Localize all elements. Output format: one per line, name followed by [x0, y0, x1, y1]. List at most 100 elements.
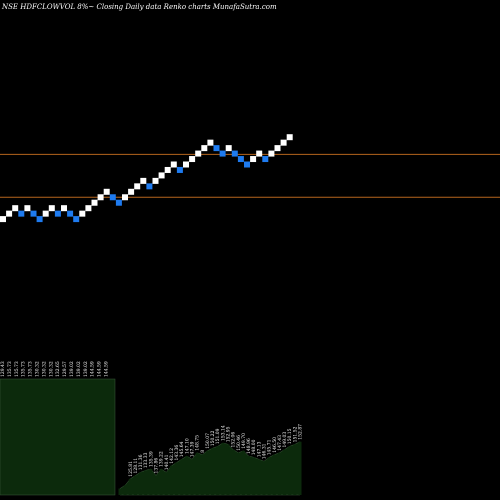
volume-bar: [128, 478, 132, 495]
volume-bar: [283, 449, 287, 495]
renko-brick: [146, 183, 153, 190]
volume-block-label: 135.73: [14, 361, 20, 377]
renko-brick: [176, 166, 183, 173]
volume-block-label: 135.73: [21, 361, 27, 377]
volume-bar: [262, 461, 266, 495]
volume-bar: [123, 485, 127, 495]
volume-bar-label: 150.22: [210, 430, 216, 446]
volume-block-label: 130.32: [48, 361, 54, 377]
renko-brick: [158, 172, 165, 179]
renko-brick: [207, 139, 214, 146]
volume-bar: [144, 470, 148, 495]
renko-brick: [219, 150, 226, 157]
renko-brick: [268, 150, 275, 157]
volume-bar: [133, 475, 137, 495]
volume-bar: [293, 444, 297, 495]
renko-brick: [67, 210, 74, 217]
renko-brick: [256, 150, 263, 157]
volume-block-label: 135.73: [28, 361, 34, 377]
renko-brick: [115, 199, 122, 206]
renko-brick: [6, 210, 13, 217]
volume-bar-label: 149.70: [241, 433, 247, 449]
volume-block-label: 144.59: [90, 361, 96, 377]
volume-bar: [257, 459, 261, 495]
volume-panel: 129.43 135.73 135.73 135.73 135.73 130.32 130.…: [0, 361, 304, 496]
volume-bar-label: 131.36: [138, 454, 144, 470]
volume-bar: [252, 457, 256, 495]
volume-bar-label: 125.81: [128, 461, 134, 477]
renko-brick: [24, 205, 31, 212]
renko-brick: [152, 177, 159, 184]
volume-bar-label: 143.36: [174, 445, 180, 461]
volume-bar-label: 148.00: [251, 439, 257, 455]
volume-bar: [180, 459, 184, 495]
renko-brick: [103, 188, 110, 195]
chart-title: NSE HDFCLOWVOL 8%~ Closing Daily data Re…: [1, 3, 277, 11]
volume-bar-label: 8: [200, 450, 206, 453]
volume-bar: [226, 444, 230, 495]
volume-bar: [169, 465, 173, 495]
volume-bar-label: 128.11: [133, 458, 139, 474]
volume-bar: [216, 446, 220, 495]
volume-bar-label: 145.71: [267, 439, 273, 455]
volume-bar: [272, 454, 276, 495]
volume-block-label: 130.32: [41, 361, 47, 377]
volume-bar: [195, 452, 199, 495]
volume-bar-label: 147.13: [256, 441, 262, 457]
volume-block-label: 139.02: [76, 361, 82, 377]
volume-bar-label: 133.33: [143, 452, 149, 468]
volume-bar-label: 137.86: [154, 458, 160, 474]
renko-brick: [140, 177, 147, 184]
volume-bar-label: 149.03: [282, 432, 288, 448]
volume-bar-label: 148.96: [246, 438, 252, 454]
volume-bar: [200, 454, 204, 495]
renko-brick: [30, 210, 37, 217]
volume-bar-label: 152.95: [226, 426, 232, 442]
volume-block-label: 129.57: [62, 361, 68, 377]
renko-brick: [122, 194, 128, 201]
volume-bar-label: 142.12: [169, 448, 175, 464]
renko-brick: [213, 145, 220, 152]
renko-brick: [274, 145, 281, 152]
renko-brick: [231, 150, 238, 157]
renko-brick: [189, 156, 196, 163]
volume-bar: [211, 448, 215, 495]
volume-bar: [236, 452, 240, 495]
volume-bar-label: 139.22: [159, 451, 165, 467]
volume-block-label: 130.32: [35, 361, 41, 377]
volume-bar-label: 135.39: [148, 451, 154, 467]
volume-bar: [241, 450, 245, 495]
renko-brick: [48, 205, 55, 212]
renko-brick: [280, 139, 287, 146]
volume-block-label: 129.43: [0, 361, 6, 377]
volume-bar: [267, 457, 271, 495]
volume-bar: [205, 450, 209, 495]
volume-bar-label: 152.06: [231, 432, 237, 448]
renko-brick: [97, 194, 104, 201]
volume-bar: [118, 488, 122, 495]
volume-bar: [154, 475, 158, 495]
volume-block-label: 135.73: [7, 361, 13, 377]
volume-bar: [277, 452, 281, 495]
volume-bar: [190, 459, 194, 495]
volume-bar-label: 148.75: [195, 435, 201, 451]
renko-brick: [183, 161, 189, 168]
renko-brick: [0, 216, 6, 223]
renko-brick: [195, 150, 202, 157]
renko-brick: [164, 166, 171, 173]
volume-bar-label: 150.46: [236, 435, 242, 451]
volume-bar: [221, 443, 225, 495]
volume-bar: [149, 469, 153, 495]
renko-brick: [54, 210, 61, 217]
volume-bar-label: 151.52: [292, 426, 298, 442]
renko-brick: [61, 205, 67, 212]
volume-bar: [185, 456, 189, 495]
renko-brick: [109, 194, 116, 201]
renko-brick: [36, 216, 43, 223]
renko-brick: [286, 134, 293, 141]
renko-brick: [128, 188, 135, 195]
volume-block-label: 139.02: [83, 361, 89, 377]
volume-bar-label: 147.10: [184, 438, 190, 454]
volume-block-label: 144.59: [97, 361, 103, 377]
